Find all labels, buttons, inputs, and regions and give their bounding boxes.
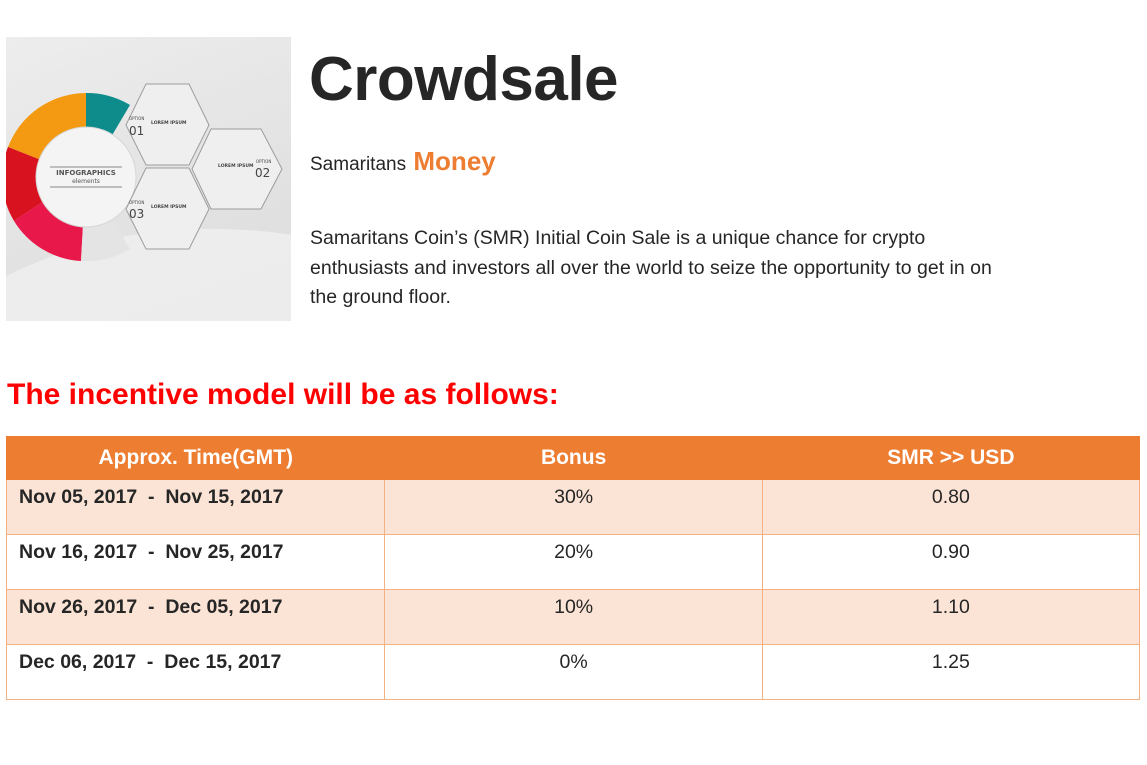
- bonus-cell: 0%: [384, 644, 763, 700]
- rate-cell: 1.25: [761, 644, 1141, 700]
- column-header-bonus: Bonus: [384, 436, 763, 480]
- column-header-time: Approx. Time(GMT): [5, 436, 386, 480]
- donut-ring-icon: INFOGRAPHICS elements: [6, 92, 137, 262]
- brand-prefix: Samaritans: [310, 154, 407, 175]
- intro-paragraph: Samaritans Coin’s (SMR) Initial Coin Sal…: [310, 227, 992, 308]
- period-cell: Dec 06, 2017 - Dec 15, 2017: [5, 644, 386, 700]
- svg-text:01: 01: [129, 124, 144, 138]
- table-row: Dec 06, 2017 - Dec 15, 2017 0% 1.25: [5, 644, 1141, 700]
- section-heading: The incentive model will be as follows:: [7, 378, 559, 411]
- period-cell: Nov 05, 2017 - Nov 15, 2017: [5, 479, 386, 535]
- bonus-cell: 20%: [384, 534, 763, 590]
- svg-text:OPTION: OPTION: [129, 200, 144, 205]
- period-cell: Nov 16, 2017 - Nov 25, 2017: [5, 534, 386, 590]
- table-row: Nov 16, 2017 - Nov 25, 2017 20% 0.90: [5, 534, 1141, 590]
- svg-text:elements: elements: [72, 178, 100, 185]
- table-row: Nov 26, 2017 - Dec 05, 2017 10% 1.10: [5, 589, 1141, 645]
- period-cell: Nov 26, 2017 - Dec 05, 2017: [5, 589, 386, 645]
- infographic-image: INFOGRAPHICS elements OPTION 01 LOREM IP…: [6, 37, 291, 321]
- svg-text:INFOGRAPHICS: INFOGRAPHICS: [56, 169, 116, 177]
- table-header-row: Approx. Time(GMT) Bonus SMR >> USD: [5, 436, 1141, 480]
- rate-cell: 0.80: [761, 479, 1141, 535]
- svg-text:LOREM IPSUM: LOREM IPSUM: [151, 204, 187, 210]
- svg-text:02: 02: [255, 166, 270, 180]
- svg-text:OPTION: OPTION: [129, 116, 144, 121]
- svg-text:OPTION: OPTION: [256, 159, 271, 164]
- table-row: Nov 05, 2017 - Nov 15, 2017 30% 0.80: [5, 479, 1141, 535]
- svg-text:LOREM IPSUM: LOREM IPSUM: [151, 120, 187, 126]
- rate-cell: 1.10: [761, 589, 1141, 645]
- brand-accent: Money: [413, 146, 496, 176]
- svg-text:03: 03: [129, 207, 144, 221]
- rate-cell: 0.90: [761, 534, 1141, 590]
- page-title: Crowdsale: [309, 45, 619, 114]
- bonus-cell: 30%: [384, 479, 763, 535]
- bonus-cell: 10%: [384, 589, 763, 645]
- svg-text:LOREM IPSUM: LOREM IPSUM: [218, 163, 254, 169]
- column-header-rate: SMR >> USD: [761, 436, 1141, 480]
- brand-line: Samaritans Money: [310, 146, 496, 177]
- incentive-table: Approx. Time(GMT) Bonus SMR >> USD Nov 0…: [5, 436, 1141, 700]
